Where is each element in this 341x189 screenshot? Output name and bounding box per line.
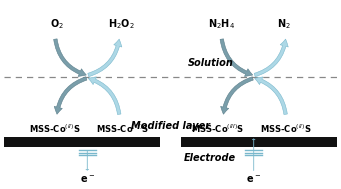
Text: H$_2$O$_2$: H$_2$O$_2$: [108, 17, 135, 31]
Text: N$_2$: N$_2$: [277, 17, 291, 31]
Text: N$_2$H$_4$: N$_2$H$_4$: [208, 17, 235, 31]
FancyArrowPatch shape: [54, 39, 86, 76]
Text: e$^-$: e$^-$: [246, 174, 261, 185]
FancyArrowPatch shape: [54, 77, 87, 114]
FancyArrowPatch shape: [88, 77, 121, 115]
Text: Modified layer: Modified layer: [131, 121, 210, 131]
Text: Solution: Solution: [188, 58, 234, 68]
Text: MSS-Co$^{(III)}$S: MSS-Co$^{(III)}$S: [191, 123, 245, 135]
Bar: [4, 137, 160, 147]
Text: MSS-Co$^{(II)}$S: MSS-Co$^{(II)}$S: [260, 123, 312, 135]
FancyArrowPatch shape: [254, 39, 288, 77]
Text: MSS-Co$^{(II)}$S: MSS-Co$^{(II)}$S: [29, 123, 81, 135]
Text: O$_2$: O$_2$: [50, 17, 64, 31]
FancyArrowPatch shape: [255, 77, 287, 115]
Text: e$^-$: e$^-$: [80, 174, 95, 185]
FancyArrowPatch shape: [220, 39, 253, 76]
Bar: [181, 137, 337, 147]
FancyArrowPatch shape: [221, 77, 253, 114]
FancyArrowPatch shape: [88, 39, 122, 77]
Text: MSS-Co$^{(III)}$S: MSS-Co$^{(III)}$S: [96, 123, 150, 135]
Text: Electrode: Electrode: [183, 153, 236, 163]
